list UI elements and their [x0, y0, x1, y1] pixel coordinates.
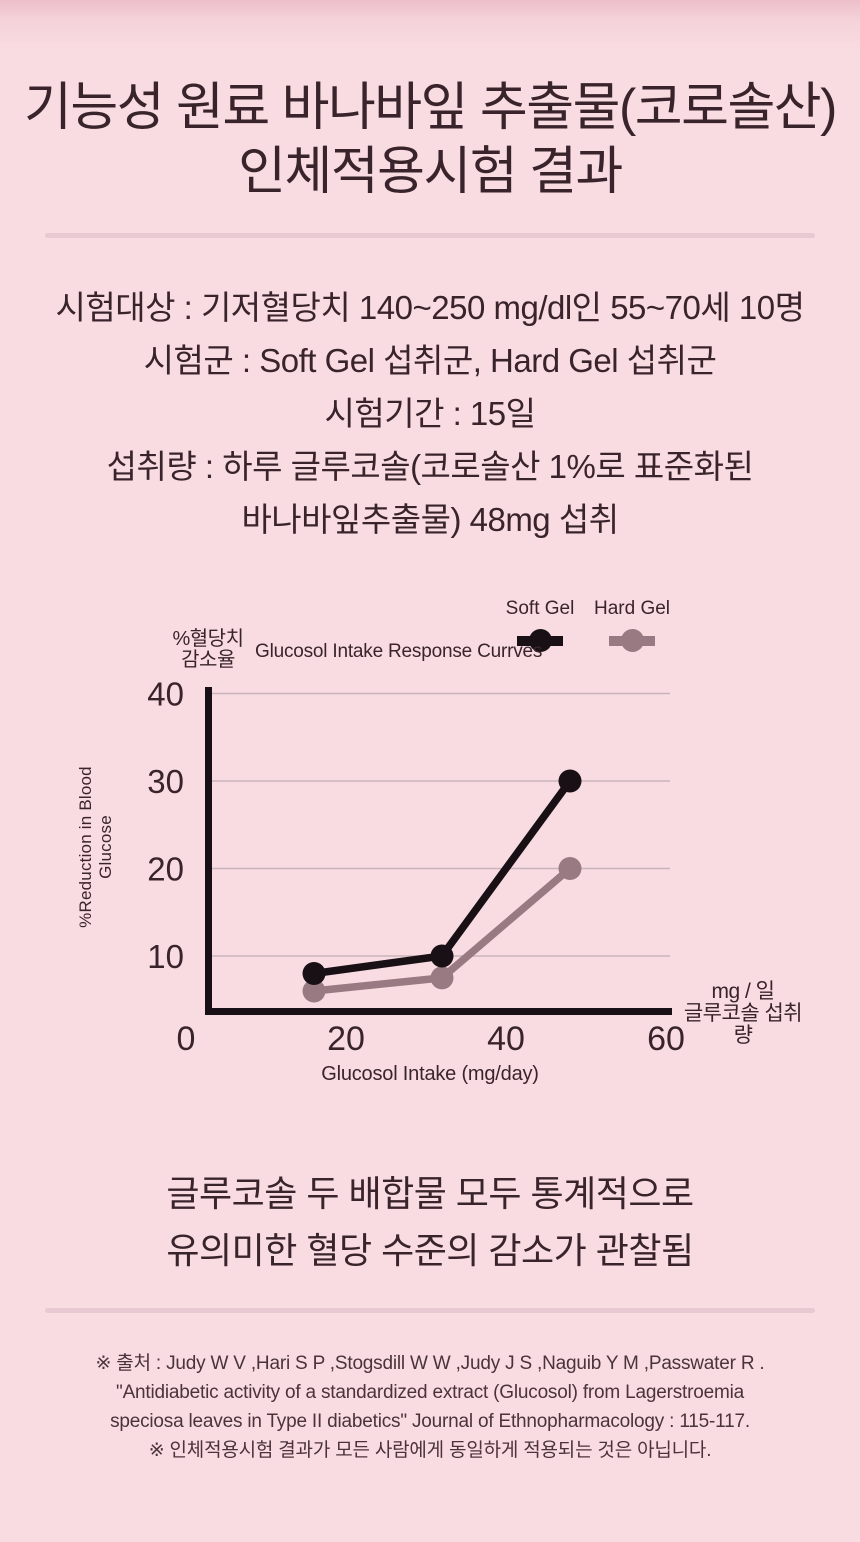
study-info: 시험대상 : 기저혈당치 140~250 mg/dl인 55~70세 10명 시…: [0, 281, 860, 546]
study-info-groups: 시험군 : Soft Gel 섭취군, Hard Gel 섭취군: [143, 342, 717, 379]
page-title: 기능성 원료 바나바잎 추출물(코로솔산) 인체적용시험 결과: [0, 76, 860, 204]
y-axis-unit-line1: %혈당치: [172, 628, 244, 650]
x-tick-label-40: 40: [487, 1020, 525, 1058]
hard-gel-marker-icon: [609, 629, 655, 652]
x-axis-unit-line1: mg / 일: [711, 980, 776, 1003]
chart-title: Glucosol Intake Response Currves: [255, 641, 543, 662]
divider-top: [45, 233, 815, 238]
data-point-soft-gel-48: [558, 769, 582, 793]
data-point-hard-gel-48: [558, 857, 582, 880]
y-tick-label-40: 40: [147, 676, 184, 713]
y-axis-unit-label: %혈당치 감소율: [168, 629, 248, 671]
study-info-subjects: 시험대상 : 기저혈당치 140~250 mg/dl인 55~70세 10명: [55, 289, 805, 326]
x-axis-label: Glucosol Intake (mg/day): [321, 1063, 539, 1085]
data-point-hard-gel-16: [302, 979, 326, 1003]
x-axis-unit-label: mg / 일 글루코솔 섭취량: [678, 981, 808, 1047]
y-axis-line: [205, 687, 212, 1015]
study-info-dose-line2: 바나바잎추출물) 48mg 섭취: [241, 501, 619, 538]
conclusion-text: 글루코솔 두 배합물 모두 통계적으로 유의미한 혈당 수준의 감소가 관찰됨: [0, 1165, 860, 1279]
chart-legend: Soft Gel Hard Gel: [500, 598, 672, 652]
divider-bottom: [45, 1308, 815, 1313]
data-point-soft-gel-16: [302, 962, 326, 985]
y-tick-label-20: 20: [147, 851, 184, 888]
x-axis-unit-line2: 글루코솔 섭취량: [683, 1002, 803, 1047]
x-tick-label-0: 0: [177, 1020, 196, 1058]
study-info-duration: 시험기간 : 15일: [324, 395, 536, 432]
page-title-line1: 기능성 원료 바나바잎 추출물(코로솔산): [24, 79, 837, 137]
legend-item-hard-gel: Hard Gel: [592, 598, 672, 652]
line-chart: 10 20 30 40 0 20 40 60: [147, 676, 685, 1059]
y-tick-label-30: 30: [147, 763, 184, 800]
page-title-line2: 인체적용시험 결과: [238, 143, 623, 201]
data-point-soft-gel-32: [430, 944, 454, 968]
y-tick-label-10: 10: [147, 938, 184, 975]
citation-title-line2: speciosa leaves in Type II diabetics" Jo…: [110, 1411, 750, 1432]
disclaimer: ※ 인체적용시험 결과가 모든 사람에게 동일하게 적용되는 것은 아닙니다.: [148, 1440, 712, 1461]
legend-label-soft-gel: Soft Gel: [505, 598, 575, 619]
citation-title-line1: "Antidiabetic activity of a standardized…: [116, 1382, 744, 1403]
y-axis-unit-line2: 감소율: [181, 649, 235, 671]
study-info-dose-line1: 섭취량 : 하루 글루코솔(코로솔산 1%로 표준화된: [106, 448, 754, 485]
hard-gel-marker-dot: [620, 629, 644, 652]
legend-label-hard-gel: Hard Gel: [593, 598, 671, 619]
legend-item-soft-gel: Soft Gel: [500, 598, 580, 652]
conclusion-line2: 유의미한 혈당 수준의 감소가 관찰됨: [166, 1230, 694, 1271]
citation-authors: ※ 출처 : Judy W V ,Hari S P ,Stogsdill W W…: [95, 1353, 765, 1374]
x-tick-label-60: 60: [647, 1020, 685, 1058]
x-axis-line: [205, 1008, 672, 1015]
data-point-hard-gel-32: [430, 966, 454, 990]
conclusion-line1: 글루코솔 두 배합물 모두 통계적으로: [166, 1173, 694, 1214]
x-tick-label-20: 20: [327, 1020, 365, 1058]
soft-gel-marker-dot: [528, 629, 552, 652]
soft-gel-marker-icon: [517, 629, 563, 652]
source-citation: ※ 출처 : Judy W V ,Hari S P ,Stogsdill W W…: [0, 1349, 860, 1465]
